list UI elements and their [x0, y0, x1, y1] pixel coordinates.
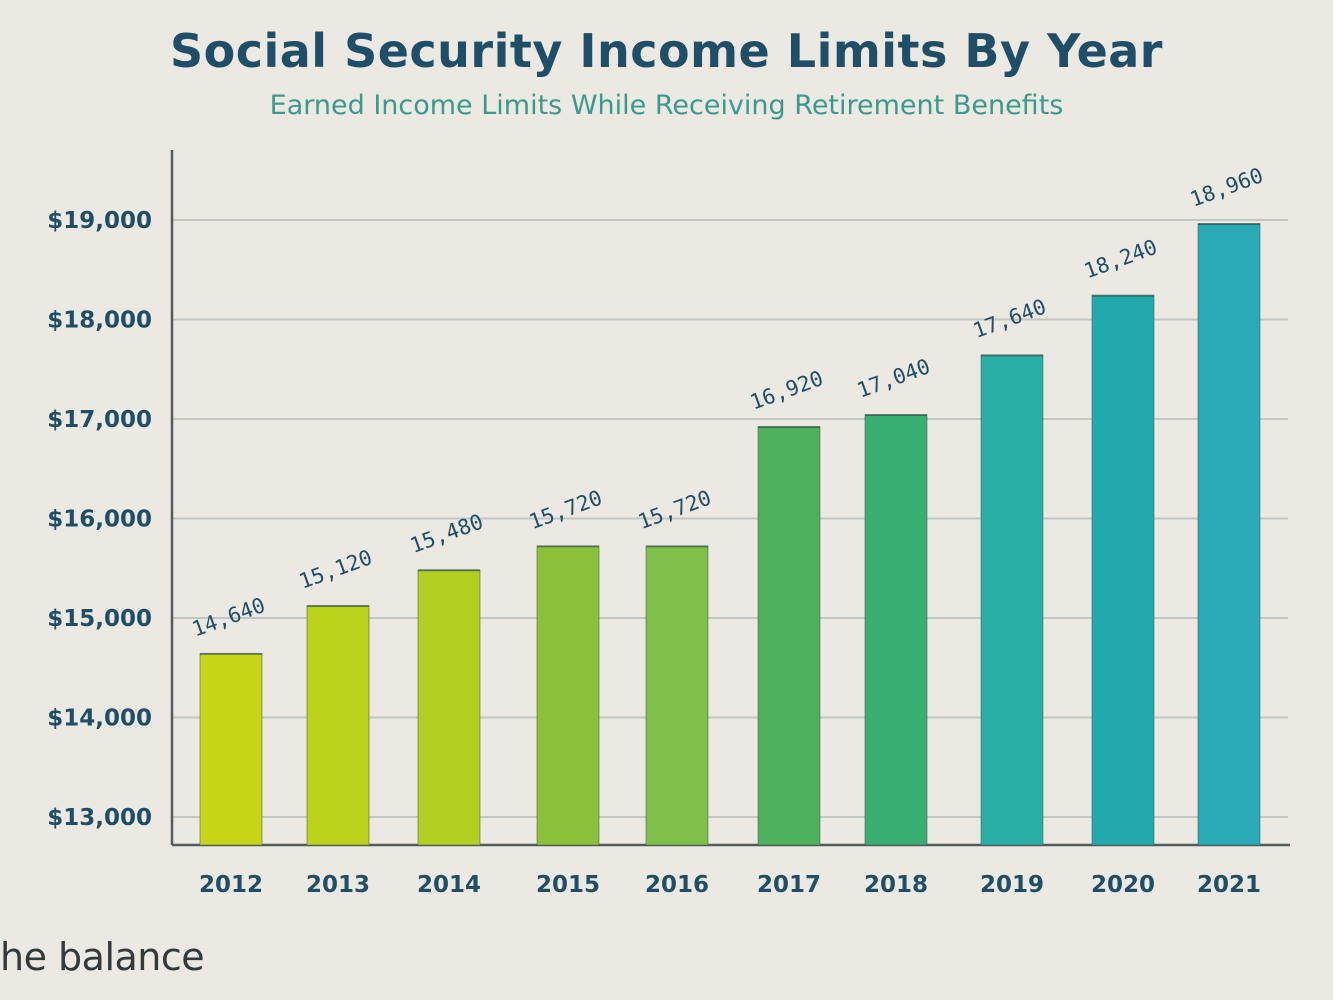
y-tick-label: $16,000 — [47, 507, 152, 533]
bar-2020 — [1091, 294, 1155, 846]
x-tick-label: 2013 — [306, 872, 370, 898]
y-tick-label: $13,000 — [47, 805, 152, 831]
chart-title: Social Security Income Limits By Year — [170, 24, 1163, 78]
x-tick-label: 2015 — [536, 872, 600, 898]
x-tick-label: 2018 — [864, 872, 928, 898]
x-tick-label: 2016 — [645, 872, 709, 898]
bar-2015 — [536, 545, 600, 846]
x-tick-label: 2012 — [199, 872, 263, 898]
bar-2019 — [980, 354, 1044, 846]
data-label: 15,720 — [526, 486, 605, 534]
chart-subtitle: Earned Income Limits While Receiving Ret… — [269, 90, 1064, 121]
bar-2017 — [757, 426, 821, 846]
y-tick-label: $17,000 — [47, 407, 152, 433]
y-tick-label: $14,000 — [47, 706, 152, 732]
x-tick-label: 2014 — [417, 872, 481, 898]
y-tick-label: $19,000 — [47, 208, 152, 234]
x-tick-label: 2019 — [980, 872, 1044, 898]
x-tick-label: 2020 — [1091, 872, 1155, 898]
bar-2016 — [645, 545, 709, 846]
bar-2012 — [199, 653, 263, 846]
x-tick-label: 2021 — [1197, 872, 1261, 898]
bar-2018 — [864, 414, 928, 846]
bar-2014 — [417, 569, 481, 846]
data-label: 17,640 — [970, 294, 1049, 342]
data-label: 15,480 — [407, 509, 486, 557]
data-label: 18,240 — [1081, 235, 1160, 283]
data-label: 18,960 — [1187, 163, 1266, 211]
x-tick-label: 2017 — [757, 872, 821, 898]
bar-2013 — [306, 605, 370, 846]
y-tick-label: $18,000 — [47, 308, 152, 334]
data-label: 16,920 — [747, 366, 826, 414]
data-label: 17,040 — [854, 354, 933, 402]
brand-logo: he balance — [0, 935, 205, 979]
bar-2021 — [1197, 223, 1261, 846]
data-label: 15,720 — [635, 486, 714, 534]
data-label: 15,120 — [296, 545, 375, 593]
data-label: 14,640 — [189, 593, 268, 641]
y-tick-label: $15,000 — [47, 606, 152, 632]
